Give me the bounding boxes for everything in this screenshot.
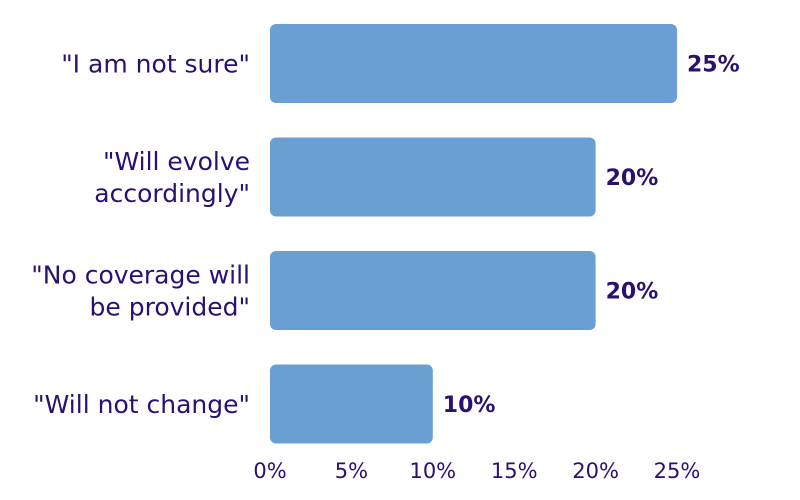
category-label-1: "Will evolve accordingly"	[94, 147, 250, 208]
bar-1	[270, 137, 596, 217]
x-tick-label-4: 20%	[572, 459, 619, 483]
bar-2	[270, 251, 596, 330]
x-tick-label-0: 0%	[253, 459, 286, 483]
category-label-2: "No coverage will be provided"	[31, 261, 250, 322]
value-label-3: 10%	[443, 393, 496, 418]
category-label-0: "I am not sure"	[61, 50, 250, 79]
bars-group	[270, 24, 677, 444]
category-label-3: "Will not change"	[33, 390, 250, 419]
category-label-2-line-0: "No coverage will	[31, 261, 250, 290]
bar-3	[270, 364, 433, 444]
category-label-0-line-0: "I am not sure"	[61, 50, 250, 79]
category-label-3-line-0: "Will not change"	[33, 390, 250, 419]
x-tick-label-1: 5%	[335, 459, 368, 483]
x-tick-label-3: 15%	[491, 459, 538, 483]
x-tick-label-5: 25%	[654, 459, 701, 483]
value-label-0: 25%	[687, 53, 740, 78]
value-label-1: 20%	[606, 166, 659, 191]
value-label-2: 20%	[606, 280, 659, 305]
bar-0	[270, 24, 677, 103]
x-axis-ticks-group: 0% 5% 10% 15% 20% 25%	[253, 459, 700, 483]
category-label-2-line-1: be provided"	[90, 293, 250, 322]
x-tick-label-2: 10%	[409, 459, 456, 483]
category-label-1-line-0: "Will evolve	[103, 147, 250, 176]
category-labels-group: "I am not sure""Will evolve accordingly""…	[31, 50, 250, 420]
category-label-1-line-1: accordingly"	[94, 179, 250, 208]
value-labels-group: 25% 20% 20% 10%	[443, 53, 740, 419]
